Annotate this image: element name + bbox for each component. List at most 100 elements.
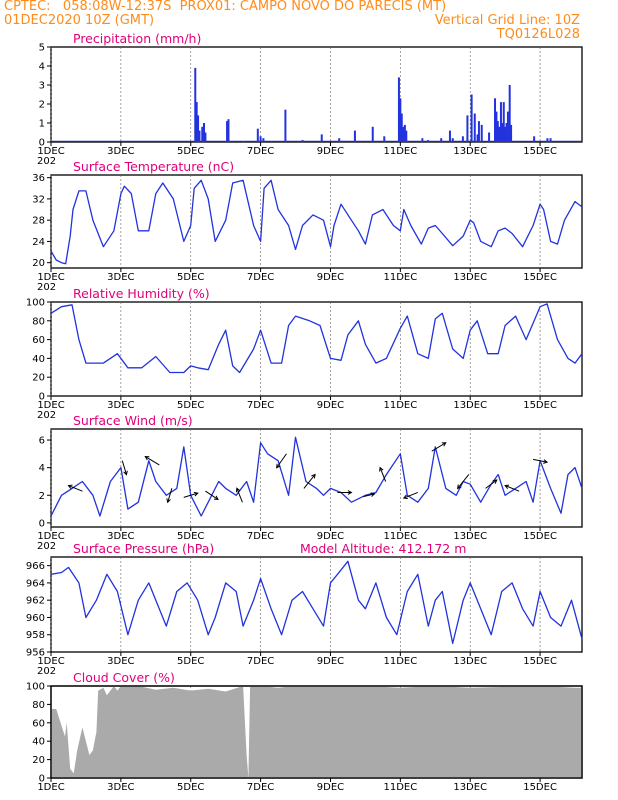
y-tick-label: 0 bbox=[39, 518, 45, 529]
y-tick-label: 40 bbox=[32, 737, 45, 748]
precip-bar bbox=[226, 121, 229, 142]
y-tick-label: 4 bbox=[39, 62, 45, 73]
x-tick-label: 15DEC bbox=[523, 272, 557, 283]
precip-bar bbox=[259, 136, 262, 142]
panel-title: Surface Temperature (nC) bbox=[73, 159, 234, 174]
series-line bbox=[50, 303, 583, 374]
precip-bar bbox=[402, 126, 405, 142]
y-tick-label: 958 bbox=[26, 630, 45, 641]
y-tick-label: 24 bbox=[32, 237, 45, 248]
x-tick-label: 9DEC bbox=[317, 782, 344, 793]
x-tick-label: 1DEC bbox=[37, 656, 64, 667]
wind-arrow bbox=[457, 474, 470, 489]
wind-arrow-head bbox=[370, 492, 376, 497]
precip-bar bbox=[495, 111, 498, 142]
year-label: 202 bbox=[37, 156, 56, 167]
precip-bar bbox=[466, 115, 469, 142]
wind-arrow-head bbox=[123, 470, 128, 476]
precip-bar bbox=[477, 121, 480, 142]
wind-arrow bbox=[276, 453, 287, 469]
y-tick-label: 0 bbox=[39, 774, 45, 785]
x-tick-label: 1DEC bbox=[37, 531, 64, 542]
wind-arrow bbox=[303, 474, 316, 489]
wind-arrow bbox=[68, 485, 83, 492]
y-tick-label: 20 bbox=[32, 373, 45, 384]
y-tick-label: 20 bbox=[32, 755, 45, 766]
precip-bar bbox=[421, 138, 424, 142]
wind-arrow bbox=[532, 458, 548, 463]
precip-bar bbox=[502, 102, 505, 142]
panel-frame bbox=[50, 174, 583, 269]
x-tick-label: 3DEC bbox=[107, 531, 134, 542]
precip-bar bbox=[504, 126, 507, 142]
wind-arrow bbox=[183, 492, 198, 498]
y-tick-label: 60 bbox=[32, 718, 45, 729]
wind-arrow-head bbox=[543, 459, 549, 464]
precip-bar bbox=[371, 126, 374, 142]
wind-arrow-head bbox=[235, 487, 241, 493]
y-tick-label: 2 bbox=[39, 491, 45, 502]
wind-arrow-head bbox=[492, 479, 498, 484]
precip-bar bbox=[405, 130, 408, 142]
y-tick-label: 6 bbox=[39, 436, 45, 447]
wind-arrow bbox=[504, 485, 520, 492]
y-tick-label: 20 bbox=[32, 258, 45, 269]
wind-arrow bbox=[145, 456, 160, 466]
panel-2: 0 20 40 60 80 100 1DEC 3DEC 5DEC 7DEC 9DEC 11DEC 13D… bbox=[26, 286, 583, 421]
precip-bar bbox=[383, 136, 386, 142]
x-tick-label: 1DEC bbox=[37, 400, 64, 411]
precip-bar bbox=[284, 109, 287, 142]
wind-arrow-head bbox=[193, 491, 199, 497]
x-tick-label: 9DEC bbox=[317, 272, 344, 283]
wind-arrow-head bbox=[456, 484, 462, 490]
panel-0: 0 1 2 3 4 5 1DEC 3DEC 5DEC 7DEC 9DEC 11DEC 13DEC 15DE… bbox=[37, 31, 583, 167]
y-tick-label: 28 bbox=[32, 216, 45, 227]
series-line bbox=[50, 179, 583, 265]
precip-bar bbox=[480, 124, 483, 142]
precip-bar bbox=[399, 98, 402, 142]
wind-arrow bbox=[236, 488, 243, 503]
panel-3: 0 2 4 6 1DEC 3DEC 5DEC 7DEC 9DEC 11DEC 13DEC 15DEC 2… bbox=[37, 413, 583, 552]
x-tick-label: 11DEC bbox=[383, 146, 417, 157]
panel-frame bbox=[50, 428, 583, 528]
y-tick-label: 60 bbox=[32, 335, 45, 346]
x-tick-label: 3DEC bbox=[107, 400, 134, 411]
precip-bar bbox=[488, 132, 491, 142]
precip-bar bbox=[397, 77, 400, 142]
x-tick-label: 13DEC bbox=[453, 656, 487, 667]
x-tick-label: 13DEC bbox=[453, 400, 487, 411]
panel-frame bbox=[50, 556, 583, 653]
y-tick-label: 32 bbox=[32, 194, 45, 205]
year-label: 202 bbox=[37, 541, 56, 552]
precip-bar bbox=[262, 138, 265, 142]
precip-bar bbox=[505, 123, 508, 142]
precip-bar bbox=[476, 134, 479, 142]
wind-arrow-head bbox=[402, 494, 408, 500]
precip-bar bbox=[451, 138, 454, 142]
x-tick-label: 3DEC bbox=[107, 272, 134, 283]
model-altitude: Model Altitude: 412.172 m bbox=[300, 541, 466, 556]
x-tick-label: 7DEC bbox=[247, 782, 274, 793]
precip-bar bbox=[546, 138, 549, 142]
y-tick-label: 0 bbox=[39, 392, 45, 403]
panel-title: Relative Humidity (%) bbox=[73, 286, 210, 301]
panel-frame bbox=[50, 301, 583, 397]
precip-bar bbox=[403, 124, 406, 142]
y-tick-label: 40 bbox=[32, 354, 45, 365]
wind-arrow bbox=[363, 493, 375, 498]
wind-arrow-head bbox=[276, 463, 281, 469]
precip-bar bbox=[440, 138, 443, 142]
wind-arrow bbox=[431, 442, 447, 452]
wind-arrow-head bbox=[213, 495, 219, 501]
x-tick-label: 7DEC bbox=[247, 400, 274, 411]
panel-title: Cloud Cover (%) bbox=[73, 670, 175, 685]
precip-bar bbox=[197, 115, 200, 142]
wind-arrow-head bbox=[347, 490, 353, 495]
x-tick-label: 5DEC bbox=[177, 782, 204, 793]
x-tick-label: 15DEC bbox=[523, 782, 557, 793]
precip-bar bbox=[448, 130, 451, 142]
precip-bar bbox=[353, 130, 356, 142]
precip-bar bbox=[499, 102, 502, 142]
wind-arrow-head bbox=[144, 456, 150, 461]
precip-bar bbox=[473, 113, 476, 142]
